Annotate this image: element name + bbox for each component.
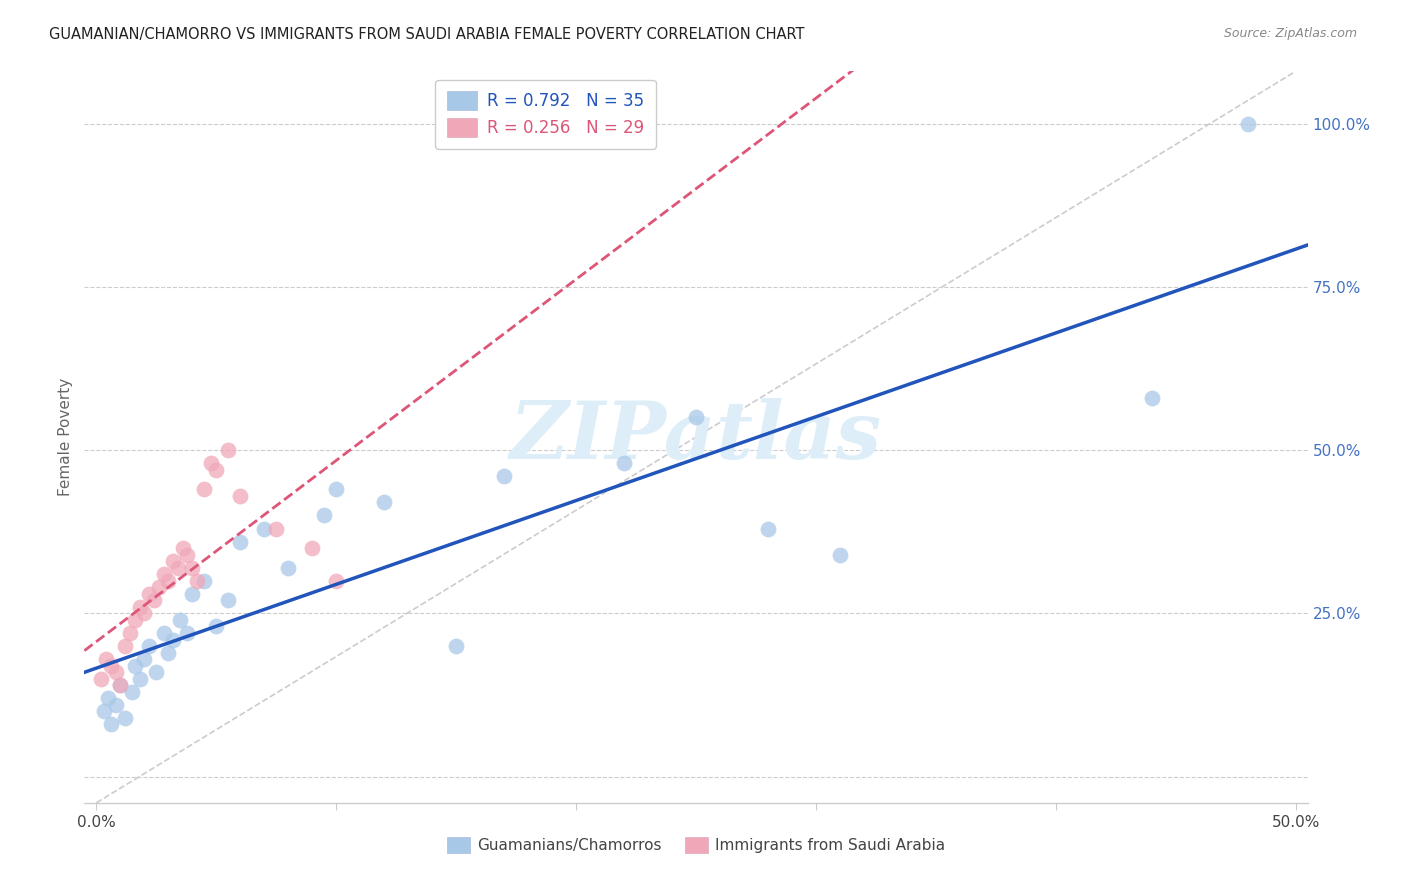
Point: [124, 613, 146, 627]
Point: [756, 521, 779, 535]
Point: [104, 698, 127, 712]
Point: [613, 456, 636, 470]
Point: [134, 607, 156, 621]
Point: [314, 508, 336, 523]
Point: [118, 626, 141, 640]
Text: Source: ZipAtlas.com: Source: ZipAtlas.com: [1223, 27, 1357, 40]
Text: GUAMANIAN/CHAMORRO VS IMMIGRANTS FROM SAUDI ARABIA FEMALE POVERTY CORRELATION CH: GUAMANIAN/CHAMORRO VS IMMIGRANTS FROM SA…: [49, 27, 804, 42]
Text: ZIPatlas: ZIPatlas: [510, 399, 882, 475]
Point: [138, 639, 160, 653]
Point: [90, 672, 112, 686]
Point: [100, 717, 122, 731]
Point: [93, 705, 115, 719]
Point: [145, 665, 167, 680]
Point: [205, 619, 228, 633]
Point: [97, 691, 120, 706]
Point: [685, 410, 707, 425]
Point: [444, 639, 467, 653]
Point: [138, 587, 160, 601]
Point: [134, 652, 156, 666]
Legend: Guamanians/Chamorros, Immigrants from Saudi Arabia: Guamanians/Chamorros, Immigrants from Sa…: [439, 830, 953, 861]
Point: [186, 574, 208, 588]
Point: [148, 580, 170, 594]
Point: [162, 554, 184, 568]
Point: [181, 560, 204, 574]
Point: [167, 560, 190, 574]
Point: [193, 574, 215, 588]
Point: [128, 672, 150, 686]
Point: [172, 541, 194, 555]
Point: [114, 639, 136, 653]
Point: [152, 567, 174, 582]
Point: [253, 521, 276, 535]
Point: [301, 541, 323, 555]
Point: [205, 463, 228, 477]
Point: [157, 646, 180, 660]
Point: [193, 483, 215, 497]
Point: [494, 469, 516, 483]
Point: [373, 495, 395, 509]
Point: [124, 658, 146, 673]
Point: [217, 593, 239, 607]
Point: [121, 685, 143, 699]
Point: [217, 443, 239, 458]
Point: [100, 658, 122, 673]
Point: [229, 534, 252, 549]
Point: [1140, 391, 1163, 405]
Point: [94, 652, 117, 666]
Point: [181, 587, 204, 601]
Point: [114, 711, 136, 725]
Point: [176, 626, 198, 640]
Point: [828, 548, 851, 562]
Point: [157, 574, 180, 588]
Point: [142, 593, 165, 607]
Point: [264, 521, 287, 535]
Point: [110, 678, 132, 692]
Point: [110, 678, 132, 692]
Point: [277, 560, 299, 574]
Point: [325, 574, 347, 588]
Point: [128, 599, 150, 614]
Point: [229, 489, 252, 503]
Y-axis label: Female Poverty: Female Poverty: [58, 378, 73, 496]
Point: [162, 632, 184, 647]
Point: [1236, 117, 1258, 131]
Point: [152, 626, 174, 640]
Point: [176, 548, 198, 562]
Point: [169, 613, 191, 627]
Point: [325, 483, 347, 497]
Point: [104, 665, 127, 680]
Point: [200, 456, 222, 470]
